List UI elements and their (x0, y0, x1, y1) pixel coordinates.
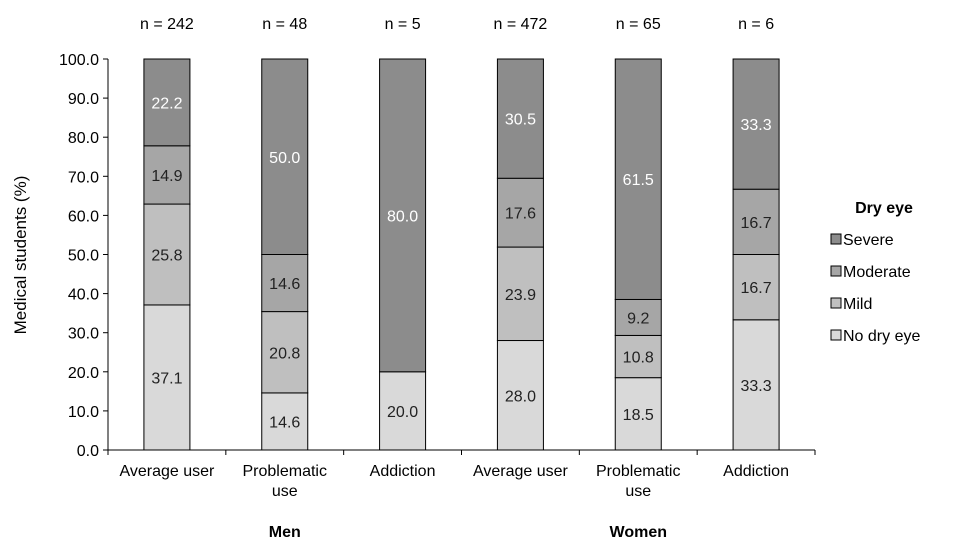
y-tick-label: 80.0 (68, 130, 99, 147)
x-tick-label: Addiction (723, 463, 789, 480)
data-label: 10.8 (623, 350, 654, 367)
bar-segment (261, 254, 309, 313)
data-label: 20.8 (269, 345, 300, 362)
data-label: 18.5 (623, 407, 654, 424)
data-label: 33.3 (741, 117, 772, 134)
x-tick-label: Average user (473, 463, 569, 480)
legend-swatch (830, 297, 842, 309)
y-tick-label: 70.0 (68, 169, 99, 186)
y-tick-label: 50.0 (68, 248, 99, 265)
data-label: 20.0 (387, 404, 418, 421)
data-label: 25.8 (151, 248, 182, 265)
n-label: n = 472 (494, 16, 548, 33)
y-tick-label: 100.0 (59, 52, 99, 69)
bar-segment (732, 58, 780, 190)
bar-segment (496, 340, 544, 451)
data-label: 23.9 (505, 287, 536, 304)
data-label: 16.7 (741, 215, 772, 232)
bar-segment (732, 319, 780, 451)
data-label: 33.3 (741, 378, 772, 395)
bar-segment (496, 177, 544, 248)
bar-segment (732, 188, 780, 255)
y-tick-label: 60.0 (68, 208, 99, 225)
legend-label: Mild (843, 296, 872, 313)
x-tick-label: Problematic (596, 463, 680, 480)
data-label: 50.0 (269, 150, 300, 167)
bar-segment (496, 246, 544, 342)
x-axis: Average user Problematic use Addiction Avera… (107, 449, 816, 500)
bar-segment (732, 254, 780, 321)
data-label: 28.0 (505, 388, 536, 405)
group-labels: Men Women (269, 524, 667, 541)
n-label: n = 48 (262, 16, 307, 33)
n-label: n = 242 (140, 16, 194, 33)
data-label: 14.6 (269, 276, 300, 293)
y-tick-label: 30.0 (68, 326, 99, 343)
x-tick-label: Addiction (370, 463, 436, 480)
x-tick-label: use (272, 483, 298, 500)
y-axis: 0.0 10.0 20.0 30.0 40.0 50.0 60.0 70.0 80.0 90.0 1… (59, 52, 109, 460)
n-label: n = 5 (385, 16, 421, 33)
bar-segment (261, 58, 309, 255)
data-label: 37.1 (151, 370, 182, 387)
bar-segment (143, 203, 191, 306)
x-tick-label: Problematic (243, 463, 327, 480)
legend-label: Moderate (843, 264, 911, 281)
legend-swatch (830, 329, 842, 341)
data-label: 9.2 (627, 310, 649, 327)
y-axis-title: Medical students (%) (11, 176, 30, 335)
x-tick-label: use (625, 483, 651, 500)
legend: Dry eye Severe Moderate Mild No dry eye (830, 200, 920, 345)
legend-swatch (830, 265, 842, 277)
bar-segment (496, 58, 544, 179)
y-tick-label: 0.0 (77, 443, 99, 460)
y-tick-label: 20.0 (68, 365, 99, 382)
bar-segment (261, 311, 309, 394)
data-label: 61.5 (623, 172, 654, 189)
n-label: n = 65 (616, 16, 661, 33)
data-label: 16.7 (741, 280, 772, 297)
group-label: Women (610, 524, 667, 541)
bar-segment (614, 298, 662, 336)
legend-label: No dry eye (843, 328, 920, 345)
bar-segment (379, 58, 427, 373)
group-label: Men (269, 524, 301, 541)
data-label: 80.0 (387, 208, 418, 225)
y-tick-label: 10.0 (68, 404, 99, 421)
y-tick-label: 40.0 (68, 287, 99, 304)
bars-layer: 37.1 25.8 14.9 22.2 14.6 20.8 14.6 50.0 20.0 80.0… (143, 58, 780, 451)
legend-title: Dry eye (855, 200, 913, 217)
data-label: 17.6 (505, 206, 536, 223)
data-label: 22.2 (151, 95, 182, 112)
data-label: 14.9 (151, 168, 182, 185)
data-label: 30.5 (505, 112, 536, 129)
bar-segment (614, 58, 662, 300)
data-label: 14.6 (269, 414, 300, 431)
legend-swatch (830, 233, 842, 245)
x-tick-label: Average user (119, 463, 215, 480)
y-tick-label: 90.0 (68, 91, 99, 108)
bar-segment (614, 334, 662, 379)
legend-label: Severe (843, 232, 894, 249)
sample-size-labels: n = 242 n = 48 n = 5 n = 472 n = 65 n = 6 (140, 16, 774, 33)
bar-segment (143, 58, 191, 147)
n-label: n = 6 (738, 16, 774, 33)
bar-segment (143, 304, 191, 451)
